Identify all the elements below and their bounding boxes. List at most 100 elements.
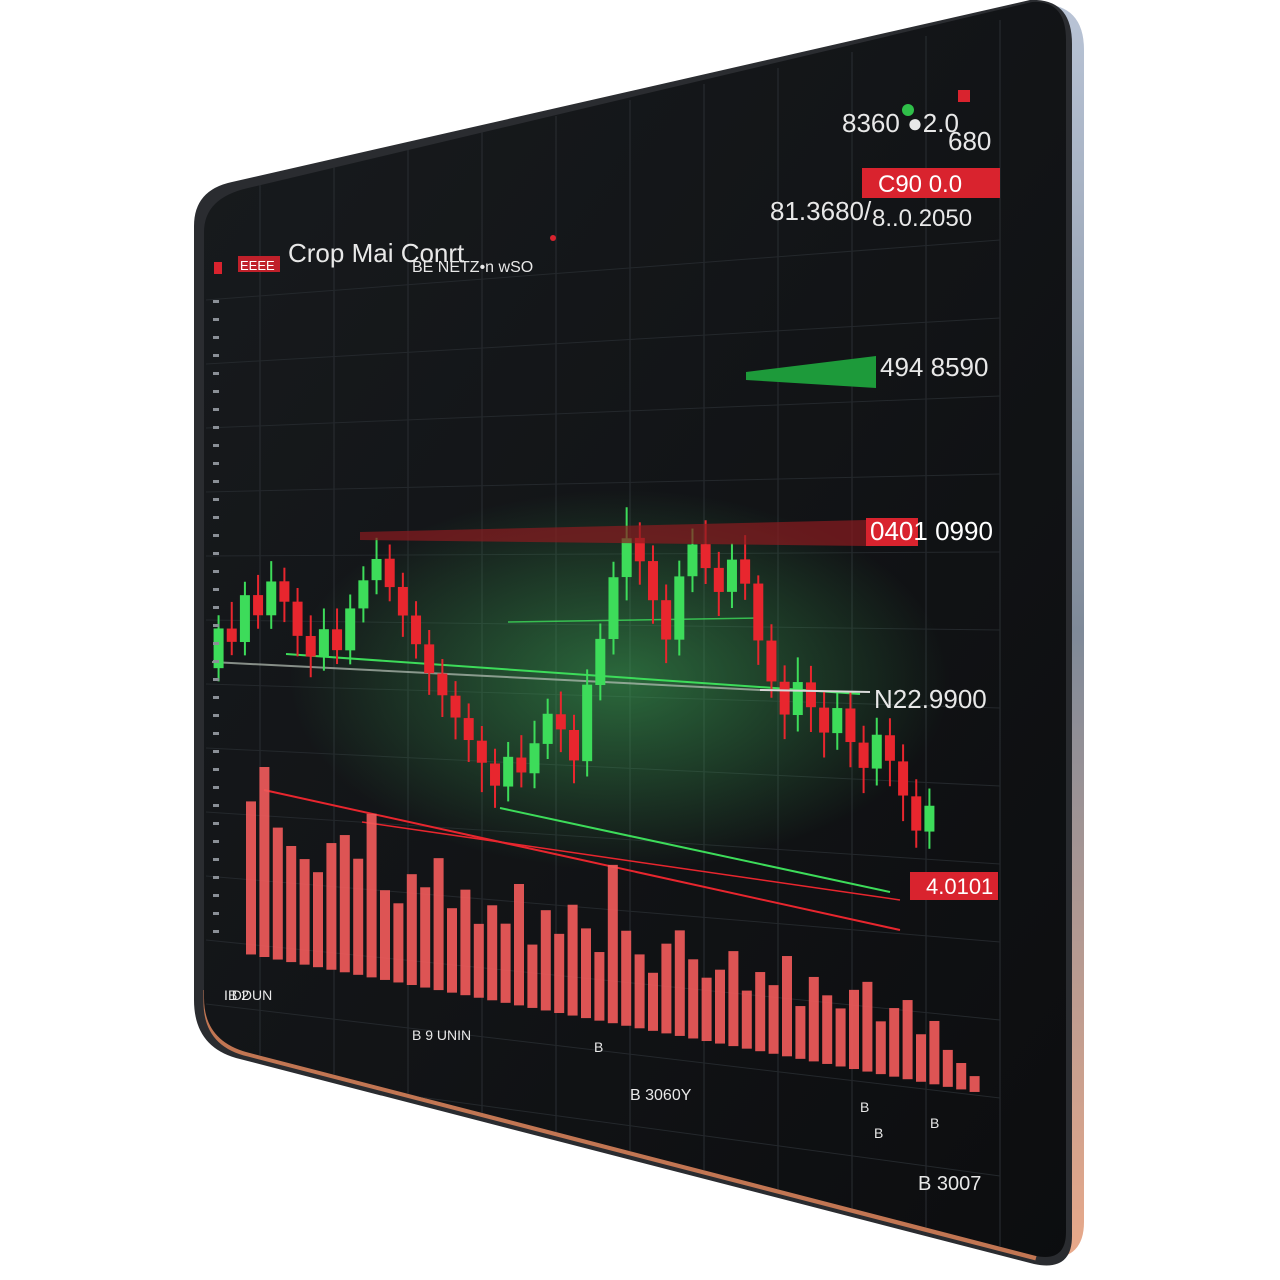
candle-body [898,761,909,796]
volume-bar [339,835,350,973]
candle-body [740,559,751,584]
ticker-tag-label: C90 0.0 [878,171,962,198]
volume-bar [715,969,725,1044]
volume-bar [500,923,511,1003]
candle-body [595,638,606,686]
candle-body [700,544,711,569]
candle-body [463,718,474,741]
candle-body [858,742,869,768]
price-label-3: N22.9900 [874,684,987,714]
y-tick [213,462,219,465]
candle-body [792,682,803,716]
moving-average-lines [211,617,901,931]
candle-body [542,713,553,744]
candle [582,669,593,777]
y-tick [213,732,219,735]
volume-bar [916,1034,926,1082]
y-tick [213,516,219,519]
candle-body [687,544,698,577]
candle-body [647,561,658,601]
candle [424,629,435,695]
y-tick [213,588,219,591]
price-readout: 8360 ●2.0 680 81.3680/ C90 0.0 8..0.2050 [770,90,1000,232]
candle [608,561,619,655]
y-tick [213,858,219,861]
candle [384,544,395,602]
ma-line-red-1 [263,789,901,931]
volume-bar [326,843,337,970]
candle-body [674,576,685,640]
price-label-1: 494 8590 [880,352,988,382]
volume-bar [969,1076,980,1092]
volume-bar [822,995,833,1064]
y-tick [213,300,219,303]
candle [345,594,356,665]
candle [674,560,685,656]
candle-body [253,595,264,616]
price-label-4: 4.0101 [926,874,993,899]
candle-body [766,640,777,682]
volume-bar [286,845,297,963]
candle [226,601,237,656]
volume-bar [728,951,739,1047]
candle [726,543,737,608]
candle-body [608,577,619,640]
level-bar-1 [746,356,876,388]
candle [490,748,501,808]
volume-bar [393,903,404,983]
y-tick [213,534,219,537]
candle-body [239,595,250,643]
candle [568,714,580,784]
live-indicator-icon [550,235,556,241]
candle [753,575,764,665]
y-tick [213,804,219,807]
volume-bar [353,858,364,975]
volume-bar [902,1000,913,1080]
x-label-1: I DDUN [224,987,272,1003]
y-tick [213,660,219,663]
menu-icon[interactable] [214,262,222,274]
candle [898,744,909,822]
candle [595,623,606,701]
candle [911,779,922,848]
volume-bar [862,981,873,1072]
candle-body [568,729,580,761]
candle-body [318,629,329,657]
volume-bar [514,883,524,1006]
candle [411,601,422,659]
volume-bar [942,1049,953,1087]
volume-bar [661,943,672,1034]
candle [832,691,843,750]
grid-hline [205,395,1001,429]
candle-body [582,684,593,762]
level-band-2 [360,520,866,546]
x-label-0: B 2 [228,987,249,1003]
volume-bar [889,1008,900,1077]
candle [766,624,777,698]
candle [516,735,527,788]
candle-body [503,756,514,787]
candle-body [358,580,369,609]
volume-bar [433,858,444,991]
status-dot-icon [902,104,914,116]
y-tick [213,318,219,321]
volume-bar [607,864,618,1024]
x-label-5: B [860,1099,869,1115]
volume-bar [674,930,685,1036]
candle-body [411,615,422,645]
y-tick [213,552,219,555]
volume-bar [621,930,632,1026]
ticker-left: 81.3680/ [770,196,872,226]
y-tick [213,336,219,339]
volume-bar [460,889,471,996]
volume-bars [246,767,980,1092]
volume-bar [420,887,431,988]
candle-body [490,763,501,786]
candle [819,691,830,758]
volume-bar [366,813,377,978]
candle-body [661,600,672,640]
candle [266,561,277,629]
volume-bar [447,908,457,993]
candle [858,725,869,794]
candle [371,537,382,595]
